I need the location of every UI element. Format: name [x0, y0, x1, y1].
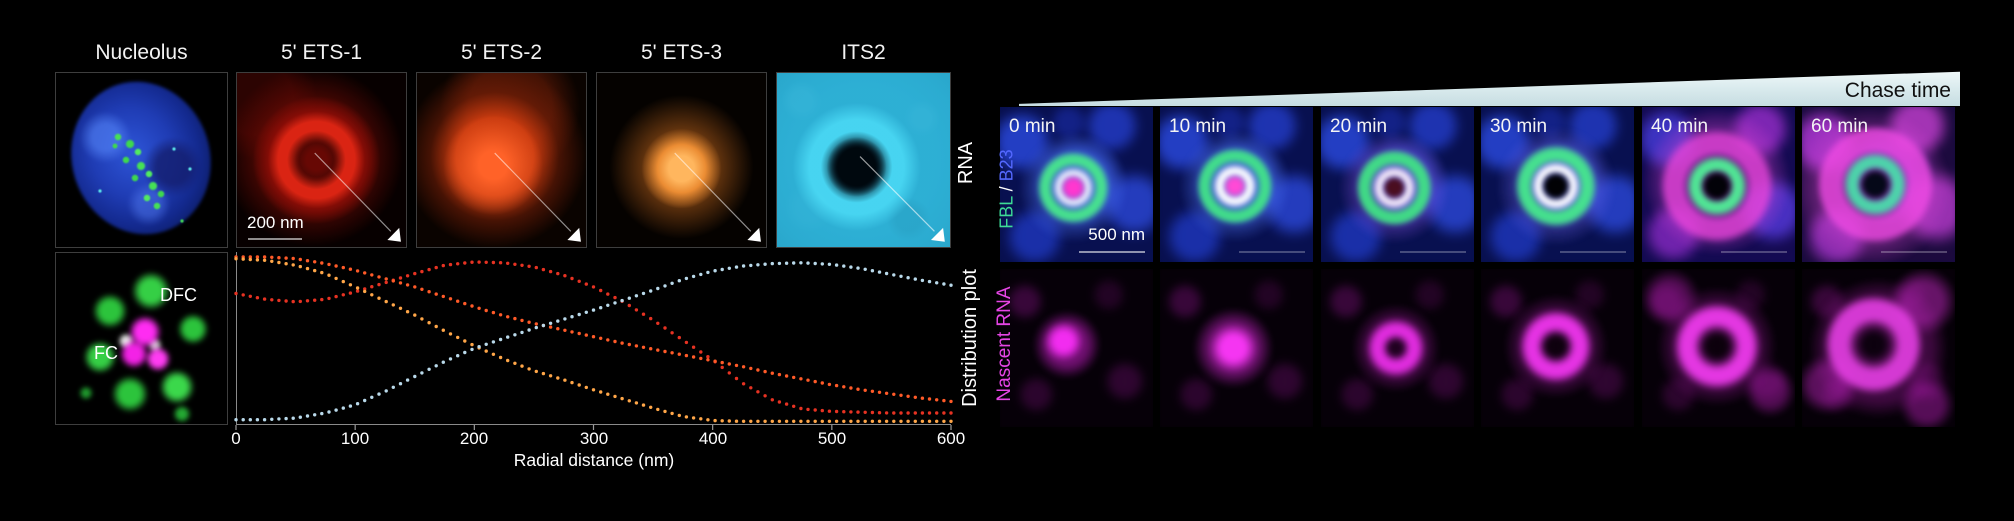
- b23-label: B23: [996, 149, 1017, 182]
- scale-bar-line: [1881, 251, 1947, 253]
- panel-title-5ets1: 5' ETS-1: [280, 41, 363, 64]
- pointer-arrow-icon: [314, 152, 401, 242]
- panel-title-nucleolus: Nucleolus: [95, 41, 188, 64]
- scale-bar-label-200nm: 200 nm: [247, 213, 304, 232]
- fbl-b23-side-label: FBL / B23: [997, 132, 1017, 247]
- fc-dfc-image-panel: DFC FC: [55, 252, 228, 425]
- scale-bar-line: [1721, 251, 1787, 253]
- nascent-rna-panel-60min: [1802, 269, 1955, 427]
- time-label-40min: 40 min: [1651, 116, 1709, 137]
- chase-time-label: Chase time: [1844, 79, 1951, 102]
- fc-ring-structure: [1160, 107, 1313, 262]
- nascent-rna-panel-30min: [1481, 269, 1634, 427]
- nascent-rna-structure: [1481, 269, 1634, 427]
- time-label-20min: 20 min: [1330, 116, 1388, 137]
- distribution-plot: [234, 252, 953, 430]
- time-label-0min: 0 min: [1009, 116, 1056, 137]
- panel-title-its2: ITS2: [841, 41, 886, 64]
- x-tick-100: 100: [340, 429, 370, 448]
- scale-bar-line: [1239, 251, 1305, 253]
- scale-bar-line: [248, 238, 302, 240]
- x-tick-400: 400: [698, 429, 728, 448]
- 5ets1-image-panel: 200 nm: [236, 72, 407, 248]
- x-tick-300: 300: [579, 429, 609, 448]
- nascent-rna-panel-0min: [1000, 269, 1153, 427]
- 5ets2-image-panel: [416, 72, 587, 248]
- fc-dfc-structure: [56, 253, 227, 424]
- nascent-rna-side-label: Nascent RNA: [994, 286, 1015, 402]
- distribution-plot-side-label: Distribution plot: [959, 269, 981, 407]
- nucleolar-foci-dots: [56, 73, 227, 247]
- nascent-rna-structure: [1160, 269, 1313, 427]
- chase-panel-10min: 10 min: [1160, 107, 1313, 262]
- rna-side-label: RNA: [955, 141, 977, 185]
- nascent-rna-structure: [1000, 269, 1153, 427]
- nascent-rna-structure: [1321, 269, 1474, 427]
- chase-panel-60min: 60 min: [1802, 107, 1955, 262]
- time-label-10min: 10 min: [1169, 116, 1227, 137]
- fc-ring-structure: [1642, 107, 1795, 262]
- fc-ring-structure: [1481, 107, 1634, 262]
- scale-bar-line: [1079, 251, 1145, 253]
- x-tick-600: 600: [936, 429, 966, 448]
- nascent-rna-panel-40min: [1642, 269, 1795, 427]
- scale-bar-line: [1400, 251, 1466, 253]
- fc-ring-structure: [1802, 107, 1955, 262]
- x-tick-0: 0: [231, 429, 241, 448]
- chase-time-wedge: Chase time: [1019, 71, 1960, 106]
- pointer-arrow-icon: [859, 156, 945, 242]
- scale-bar-label-500nm: 500 nm: [1088, 225, 1145, 244]
- nascent-rna-panel-20min: [1321, 269, 1474, 427]
- chase-panel-0min: 0 min 500 nm: [1000, 107, 1153, 262]
- time-label-30min: 30 min: [1490, 116, 1548, 137]
- x-axis-title: Radial distance (nm): [513, 450, 675, 470]
- its2-image-panel: [776, 72, 951, 248]
- pointer-arrow-icon: [494, 152, 581, 242]
- chase-panel-30min: 30 min: [1481, 107, 1634, 262]
- chase-panel-20min: 20 min: [1321, 107, 1474, 262]
- fc-ring-structure: [1321, 107, 1474, 262]
- chase-panel-40min: 40 min: [1642, 107, 1795, 262]
- dfc-label: DFC: [160, 285, 197, 305]
- x-tick-200: 200: [459, 429, 489, 448]
- pointer-arrow-icon: [674, 152, 761, 242]
- 5ets3-image-panel: [596, 72, 767, 248]
- nascent-rna-panel-10min: [1160, 269, 1313, 427]
- scale-bar-line: [1560, 251, 1626, 253]
- x-tick-500: 500: [817, 429, 847, 448]
- fc-ring-structure: [1000, 107, 1153, 262]
- nucleolus-image-panel: [55, 72, 228, 248]
- nascent-rna-structure: [1642, 269, 1795, 427]
- distribution-plot-canvas: [234, 252, 953, 430]
- time-label-60min: 60 min: [1811, 116, 1869, 137]
- fc-label: FC: [94, 343, 118, 363]
- fbl-label: FBL: [996, 196, 1017, 229]
- panel-title-5ets3: 5' ETS-3: [640, 41, 723, 64]
- panel-title-5ets2: 5' ETS-2: [460, 41, 543, 64]
- nascent-rna-structure: [1802, 269, 1955, 427]
- slash-separator: /: [996, 181, 1017, 197]
